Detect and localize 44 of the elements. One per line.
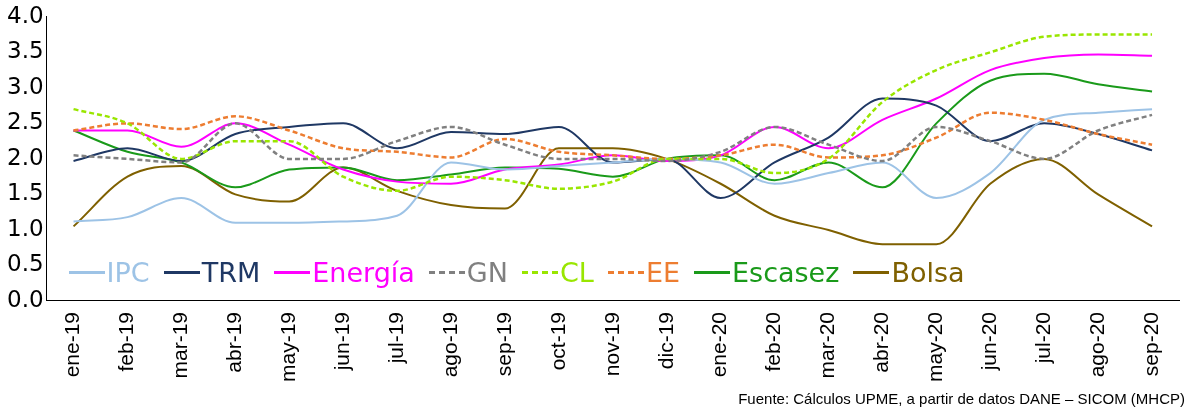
legend-label: Escasez	[732, 256, 840, 288]
source-note: Fuente: Cálculos UPME, a partir de datos DANE – SICOM (MHCP)	[738, 390, 1185, 407]
legend-label: IPC	[106, 256, 150, 288]
y-tick-label: 0.5	[7, 250, 44, 277]
x-tick-label: feb-19	[114, 311, 138, 372]
x-tick-label: ene-20	[707, 311, 731, 378]
y-tick-label: 1.0	[7, 214, 44, 241]
legend-label: Energía	[312, 256, 415, 288]
x-tick-label: abr-20	[869, 311, 893, 373]
legend-label: GN	[466, 256, 508, 288]
x-tick-label: may-20	[923, 311, 947, 383]
line-series	[72, 33, 1154, 193]
x-tick-label: sep-20	[1138, 311, 1162, 377]
y-tick-label: 3.5	[7, 37, 44, 64]
line-series	[72, 108, 1154, 224]
x-tick-label: nov-19	[599, 311, 623, 377]
x-tick-label: abr-19	[222, 311, 246, 373]
line-series	[72, 72, 1154, 189]
line-series	[72, 97, 1154, 199]
x-tick-label: dic-19	[653, 311, 677, 370]
legend-label: TRM	[201, 256, 261, 288]
x-tick-label: ene-19	[60, 311, 84, 378]
y-tick-label: 4.0	[7, 1, 44, 28]
x-tick-label: ago-19	[437, 311, 461, 378]
y-tick-label: 3.0	[7, 72, 44, 99]
x-tick-label: mar-20	[815, 311, 839, 379]
y-tick-label: 0.0	[7, 285, 44, 312]
x-tick-label: feb-20	[761, 311, 785, 372]
x-tick-label: jun-20	[977, 311, 1001, 372]
legend-label: Bolsa	[891, 256, 965, 288]
y-tick-label: 1.5	[7, 179, 44, 206]
y-tick-label: 2.0	[7, 143, 44, 170]
x-tick-label: mar-19	[168, 311, 192, 379]
y-tick-label: 2.5	[7, 108, 44, 135]
legend-label: EE	[645, 256, 680, 288]
x-tick-label: ago-20	[1084, 311, 1108, 378]
line-series	[72, 147, 1154, 246]
legend-label: CL	[559, 256, 594, 288]
x-tick-label: jun-19	[329, 311, 353, 372]
x-tick-label: may-19	[276, 311, 300, 383]
x-tick-label: jul-20	[1030, 311, 1054, 365]
x-tick-label: sep-19	[491, 311, 515, 377]
x-tick-label: jul-19	[383, 311, 407, 365]
x-tick-label: oct-19	[545, 311, 569, 371]
